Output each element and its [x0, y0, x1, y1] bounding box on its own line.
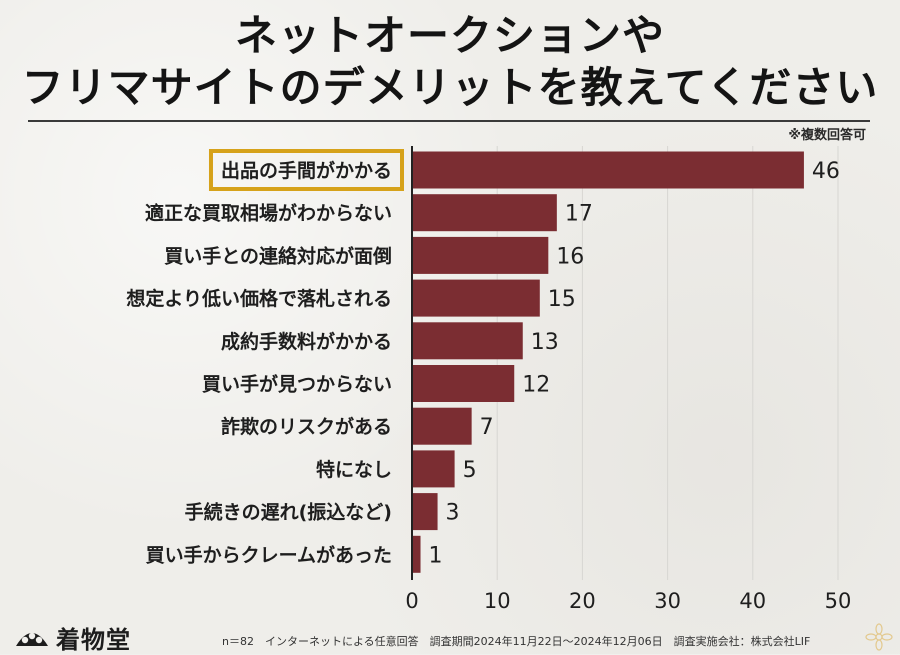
chart-title-line-2: フリマサイトのデメリットを教えてください [21, 63, 879, 112]
bar [412, 407, 472, 445]
title-divider [28, 120, 870, 122]
chart-title-line-1: ネットオークションや [234, 11, 665, 60]
bar [412, 365, 515, 402]
bar [412, 279, 540, 317]
x-tick-label: 10 [484, 589, 511, 613]
data-label: 5 [463, 458, 477, 483]
flower-icon [865, 623, 893, 651]
fan-logo-icon [16, 632, 48, 646]
category-label: 買い手との連絡対応が面倒 [164, 244, 392, 267]
data-label: 46 [812, 159, 840, 184]
footer: 着物堂 n＝82 インターネットによる任意回答 調査期間2024年11月22日～… [0, 622, 900, 654]
x-tick-label: 0 [405, 589, 418, 613]
brand-logo-text: 着物堂 [56, 625, 131, 654]
x-tick-label: 30 [654, 589, 681, 613]
x-tick-label: 40 [739, 589, 766, 613]
bar [412, 535, 421, 573]
bar [412, 493, 438, 531]
data-label: 12 [522, 373, 550, 398]
bar [412, 151, 804, 189]
category-label: 想定より低い価格で落札される [126, 287, 392, 310]
category-label: 適正な買取相場がわからない [145, 202, 392, 225]
x-tick-label: 50 [825, 589, 852, 613]
bar [412, 236, 549, 274]
data-label: 15 [548, 287, 576, 312]
category-label: 特になし [316, 459, 392, 481]
category-label: 詐欺のリスクがある [221, 415, 392, 438]
data-label: 7 [480, 415, 494, 440]
x-tick-label: 20 [569, 589, 596, 613]
survey-footnote: n＝82 インターネットによる任意回答 調査期間2024年11月22日～2024… [222, 635, 811, 648]
data-label: 1 [429, 543, 443, 568]
data-label: 16 [556, 244, 584, 269]
category-label: 買い手が見つからない [202, 373, 392, 396]
category-label: 買い手からクレームがあった [146, 543, 392, 566]
multiple-answer-note: ※複数回答可 [788, 128, 866, 143]
chart-title: ネットオークションや フリマサイトのデメリットを教えてください [0, 10, 900, 114]
data-label: 17 [565, 202, 593, 227]
category-label: 出品の手間がかかる [221, 159, 392, 182]
bar [412, 322, 523, 360]
category-label: 手続きの遅れ(振込など) [185, 501, 392, 524]
data-label: 13 [531, 330, 559, 355]
data-label: 3 [446, 501, 460, 526]
bar [412, 194, 557, 232]
highlight-box [208, 149, 404, 191]
bar [412, 450, 455, 488]
category-label: 成約手数料がかかる [221, 330, 392, 353]
